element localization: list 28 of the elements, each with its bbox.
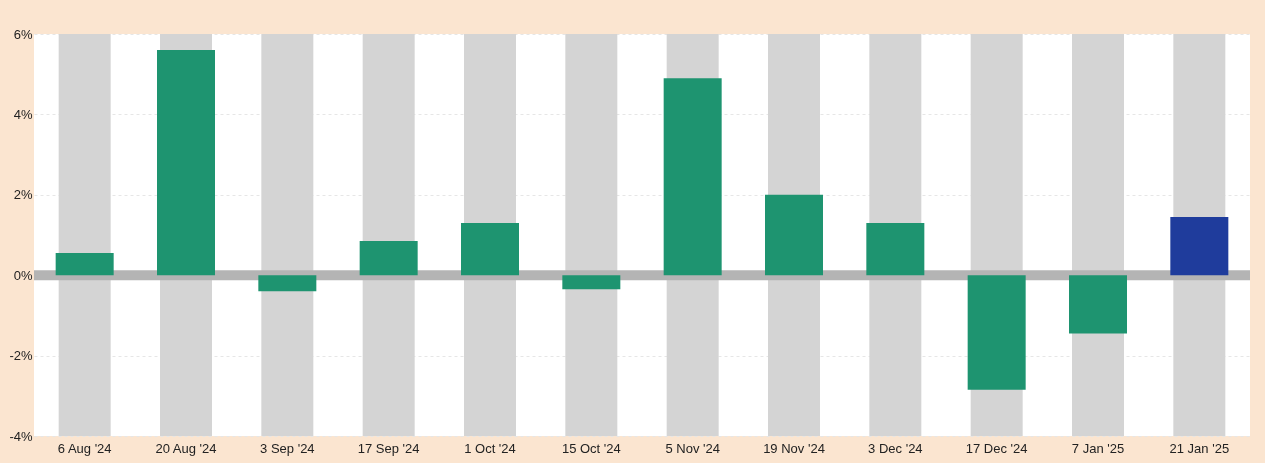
x-tick-label: 6 Aug '24 bbox=[57, 440, 112, 456]
x-tick-label: 21 Jan '25 bbox=[1169, 440, 1230, 456]
bar bbox=[967, 275, 1026, 390]
bar bbox=[1170, 216, 1229, 276]
x-tick-label: 7 Jan '25 bbox=[1071, 440, 1125, 456]
bar bbox=[1069, 275, 1127, 334]
bar bbox=[562, 275, 621, 290]
y-tick-label: 2% bbox=[13, 187, 33, 203]
bar bbox=[258, 275, 317, 292]
y-tick-label: -2% bbox=[9, 348, 33, 364]
x-tick-label: 1 Oct '24 bbox=[464, 440, 516, 456]
x-tick-label: 17 Dec '24 bbox=[965, 440, 1028, 456]
bar bbox=[866, 222, 925, 276]
x-tick-label: 3 Dec '24 bbox=[868, 440, 923, 456]
x-tick-label: 5 Nov '24 bbox=[665, 440, 720, 456]
y-tick-label: 0% bbox=[13, 267, 33, 283]
y-tick-label: 4% bbox=[13, 106, 33, 122]
x-tick-label: 15 Oct '24 bbox=[561, 440, 621, 456]
bar bbox=[765, 194, 823, 276]
y-tick-label: -4% bbox=[9, 428, 33, 444]
x-tick-label: 3 Sep '24 bbox=[260, 440, 315, 456]
x-tick-label: 19 Nov '24 bbox=[763, 440, 825, 456]
y-tick-label: 6% bbox=[13, 26, 33, 42]
bar bbox=[359, 241, 418, 276]
bar bbox=[55, 253, 114, 276]
bar bbox=[461, 222, 519, 276]
x-tick-label: 17 Sep '24 bbox=[357, 440, 420, 456]
x-tick-label: 20 Aug '24 bbox=[155, 440, 217, 456]
